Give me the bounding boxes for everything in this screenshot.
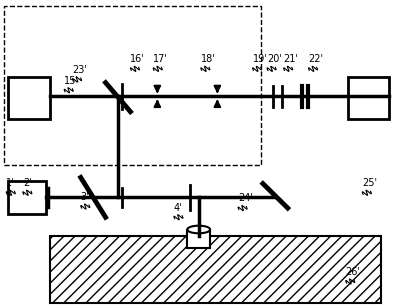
Text: 2': 2' xyxy=(23,178,31,188)
Text: 3': 3' xyxy=(81,192,89,202)
Text: 18': 18' xyxy=(200,54,215,64)
Bar xyxy=(8,76,50,119)
Text: 16': 16' xyxy=(130,54,145,64)
Ellipse shape xyxy=(187,226,209,233)
Text: 24': 24' xyxy=(237,193,252,203)
Text: 19': 19' xyxy=(252,54,267,64)
Bar xyxy=(8,181,45,214)
Bar xyxy=(187,230,209,248)
Text: 23': 23' xyxy=(72,65,87,75)
Text: 20': 20' xyxy=(266,54,281,64)
Text: 25': 25' xyxy=(361,178,376,188)
Text: 26': 26' xyxy=(345,267,360,277)
Text: 21': 21' xyxy=(283,54,298,64)
Text: 22': 22' xyxy=(308,54,323,64)
Bar xyxy=(4,6,260,165)
Text: 4': 4' xyxy=(173,203,182,213)
Text: 1': 1' xyxy=(6,178,15,188)
Bar xyxy=(50,236,380,303)
Bar xyxy=(347,76,388,119)
Text: 17': 17' xyxy=(153,54,168,64)
Text: 15': 15' xyxy=(64,76,79,86)
